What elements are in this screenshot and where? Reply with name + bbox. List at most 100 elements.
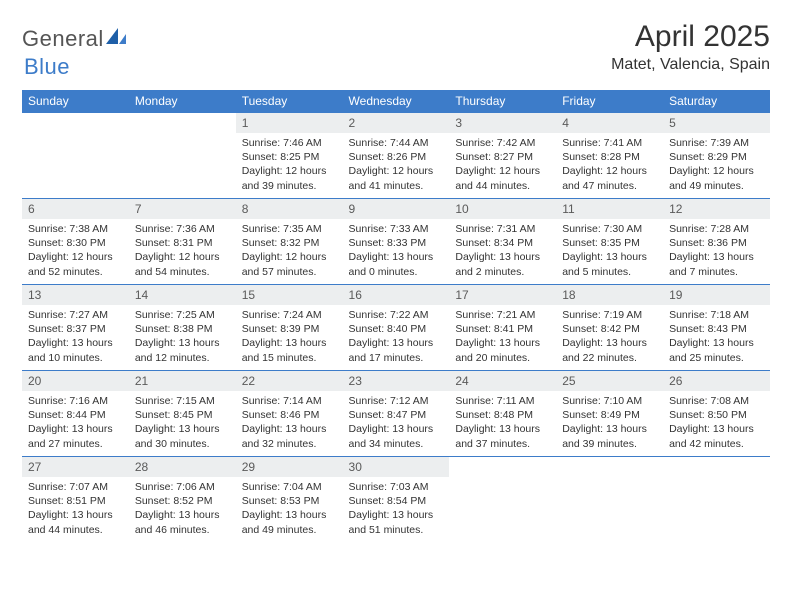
calendar-week-row: 20Sunrise: 7:16 AMSunset: 8:44 PMDayligh… <box>22 371 770 457</box>
calendar-day-cell: 8Sunrise: 7:35 AMSunset: 8:32 PMDaylight… <box>236 199 343 285</box>
day-details: Sunrise: 7:21 AMSunset: 8:41 PMDaylight:… <box>449 305 556 365</box>
calendar-day-cell: 30Sunrise: 7:03 AMSunset: 8:54 PMDayligh… <box>343 457 450 543</box>
day-number: 26 <box>663 371 770 391</box>
brand-logo: General <box>22 20 126 52</box>
day-number: 10 <box>449 199 556 219</box>
calendar-day-cell: 9Sunrise: 7:33 AMSunset: 8:33 PMDaylight… <box>343 199 450 285</box>
day-number: 27 <box>22 457 129 477</box>
day-number: 5 <box>663 113 770 133</box>
weekday-header-row: SundayMondayTuesdayWednesdayThursdayFrid… <box>22 90 770 113</box>
day-details: Sunrise: 7:03 AMSunset: 8:54 PMDaylight:… <box>343 477 450 537</box>
calendar-day-cell: 19Sunrise: 7:18 AMSunset: 8:43 PMDayligh… <box>663 285 770 371</box>
day-details: Sunrise: 7:28 AMSunset: 8:36 PMDaylight:… <box>663 219 770 279</box>
calendar-day-cell: 26Sunrise: 7:08 AMSunset: 8:50 PMDayligh… <box>663 371 770 457</box>
calendar-day-cell: 2Sunrise: 7:44 AMSunset: 8:26 PMDaylight… <box>343 113 450 199</box>
day-details: Sunrise: 7:33 AMSunset: 8:33 PMDaylight:… <box>343 219 450 279</box>
day-number: 29 <box>236 457 343 477</box>
day-details: Sunrise: 7:18 AMSunset: 8:43 PMDaylight:… <box>663 305 770 365</box>
calendar-day-cell: 14Sunrise: 7:25 AMSunset: 8:38 PMDayligh… <box>129 285 236 371</box>
day-number: 9 <box>343 199 450 219</box>
weekday-header: Saturday <box>663 90 770 113</box>
day-number: 24 <box>449 371 556 391</box>
day-number: 16 <box>343 285 450 305</box>
weekday-header: Sunday <box>22 90 129 113</box>
calendar-day-cell: 13Sunrise: 7:27 AMSunset: 8:37 PMDayligh… <box>22 285 129 371</box>
day-number: 22 <box>236 371 343 391</box>
title-block: April 2025 Matet, Valencia, Spain <box>611 20 770 74</box>
calendar-day-cell: 22Sunrise: 7:14 AMSunset: 8:46 PMDayligh… <box>236 371 343 457</box>
calendar-day-cell: 15Sunrise: 7:24 AMSunset: 8:39 PMDayligh… <box>236 285 343 371</box>
day-details: Sunrise: 7:11 AMSunset: 8:48 PMDaylight:… <box>449 391 556 451</box>
calendar-day-cell: 6Sunrise: 7:38 AMSunset: 8:30 PMDaylight… <box>22 199 129 285</box>
day-details: Sunrise: 7:16 AMSunset: 8:44 PMDaylight:… <box>22 391 129 451</box>
calendar-day-cell <box>663 457 770 543</box>
day-details: Sunrise: 7:22 AMSunset: 8:40 PMDaylight:… <box>343 305 450 365</box>
calendar-day-cell <box>129 113 236 199</box>
day-details: Sunrise: 7:15 AMSunset: 8:45 PMDaylight:… <box>129 391 236 451</box>
day-details: Sunrise: 7:42 AMSunset: 8:27 PMDaylight:… <box>449 133 556 193</box>
calendar-body: 1Sunrise: 7:46 AMSunset: 8:25 PMDaylight… <box>22 113 770 543</box>
calendar-table: SundayMondayTuesdayWednesdayThursdayFrid… <box>22 90 770 543</box>
calendar-day-cell: 12Sunrise: 7:28 AMSunset: 8:36 PMDayligh… <box>663 199 770 285</box>
day-number: 17 <box>449 285 556 305</box>
day-details: Sunrise: 7:46 AMSunset: 8:25 PMDaylight:… <box>236 133 343 193</box>
day-number: 4 <box>556 113 663 133</box>
calendar-day-cell: 4Sunrise: 7:41 AMSunset: 8:28 PMDaylight… <box>556 113 663 199</box>
calendar-day-cell: 21Sunrise: 7:15 AMSunset: 8:45 PMDayligh… <box>129 371 236 457</box>
day-number: 28 <box>129 457 236 477</box>
weekday-header: Friday <box>556 90 663 113</box>
day-details: Sunrise: 7:38 AMSunset: 8:30 PMDaylight:… <box>22 219 129 279</box>
calendar-day-cell <box>449 457 556 543</box>
day-details: Sunrise: 7:06 AMSunset: 8:52 PMDaylight:… <box>129 477 236 537</box>
calendar-day-cell <box>556 457 663 543</box>
day-details: Sunrise: 7:39 AMSunset: 8:29 PMDaylight:… <box>663 133 770 193</box>
calendar-day-cell: 11Sunrise: 7:30 AMSunset: 8:35 PMDayligh… <box>556 199 663 285</box>
weekday-header: Thursday <box>449 90 556 113</box>
day-number: 19 <box>663 285 770 305</box>
day-number: 30 <box>343 457 450 477</box>
day-number: 7 <box>129 199 236 219</box>
day-details: Sunrise: 7:07 AMSunset: 8:51 PMDaylight:… <box>22 477 129 537</box>
day-number: 21 <box>129 371 236 391</box>
day-number: 14 <box>129 285 236 305</box>
day-details: Sunrise: 7:19 AMSunset: 8:42 PMDaylight:… <box>556 305 663 365</box>
calendar-day-cell: 16Sunrise: 7:22 AMSunset: 8:40 PMDayligh… <box>343 285 450 371</box>
day-details: Sunrise: 7:41 AMSunset: 8:28 PMDaylight:… <box>556 133 663 193</box>
weekday-header: Wednesday <box>343 90 450 113</box>
sail-icon <box>106 28 126 51</box>
brand-part1: General <box>22 26 104 52</box>
calendar-day-cell: 25Sunrise: 7:10 AMSunset: 8:49 PMDayligh… <box>556 371 663 457</box>
day-details: Sunrise: 7:24 AMSunset: 8:39 PMDaylight:… <box>236 305 343 365</box>
calendar-week-row: 6Sunrise: 7:38 AMSunset: 8:30 PMDaylight… <box>22 199 770 285</box>
calendar-day-cell: 5Sunrise: 7:39 AMSunset: 8:29 PMDaylight… <box>663 113 770 199</box>
calendar-day-cell: 28Sunrise: 7:06 AMSunset: 8:52 PMDayligh… <box>129 457 236 543</box>
calendar-day-cell: 7Sunrise: 7:36 AMSunset: 8:31 PMDaylight… <box>129 199 236 285</box>
brand-part2: Blue <box>24 54 70 79</box>
calendar-week-row: 13Sunrise: 7:27 AMSunset: 8:37 PMDayligh… <box>22 285 770 371</box>
calendar-week-row: 27Sunrise: 7:07 AMSunset: 8:51 PMDayligh… <box>22 457 770 543</box>
day-details: Sunrise: 7:04 AMSunset: 8:53 PMDaylight:… <box>236 477 343 537</box>
day-details: Sunrise: 7:08 AMSunset: 8:50 PMDaylight:… <box>663 391 770 451</box>
day-number: 13 <box>22 285 129 305</box>
day-number: 2 <box>343 113 450 133</box>
calendar-day-cell: 10Sunrise: 7:31 AMSunset: 8:34 PMDayligh… <box>449 199 556 285</box>
day-number: 25 <box>556 371 663 391</box>
day-number: 18 <box>556 285 663 305</box>
day-details: Sunrise: 7:25 AMSunset: 8:38 PMDaylight:… <box>129 305 236 365</box>
calendar-day-cell <box>22 113 129 199</box>
day-number: 12 <box>663 199 770 219</box>
day-number: 20 <box>22 371 129 391</box>
calendar-page: General April 2025 Matet, Valencia, Spai… <box>0 0 792 543</box>
calendar-day-cell: 3Sunrise: 7:42 AMSunset: 8:27 PMDaylight… <box>449 113 556 199</box>
calendar-week-row: 1Sunrise: 7:46 AMSunset: 8:25 PMDaylight… <box>22 113 770 199</box>
day-number: 15 <box>236 285 343 305</box>
weekday-header: Monday <box>129 90 236 113</box>
calendar-day-cell: 27Sunrise: 7:07 AMSunset: 8:51 PMDayligh… <box>22 457 129 543</box>
day-details: Sunrise: 7:35 AMSunset: 8:32 PMDaylight:… <box>236 219 343 279</box>
day-details: Sunrise: 7:14 AMSunset: 8:46 PMDaylight:… <box>236 391 343 451</box>
day-details: Sunrise: 7:31 AMSunset: 8:34 PMDaylight:… <box>449 219 556 279</box>
day-number: 23 <box>343 371 450 391</box>
location-text: Matet, Valencia, Spain <box>611 56 770 74</box>
day-details: Sunrise: 7:36 AMSunset: 8:31 PMDaylight:… <box>129 219 236 279</box>
day-number: 3 <box>449 113 556 133</box>
